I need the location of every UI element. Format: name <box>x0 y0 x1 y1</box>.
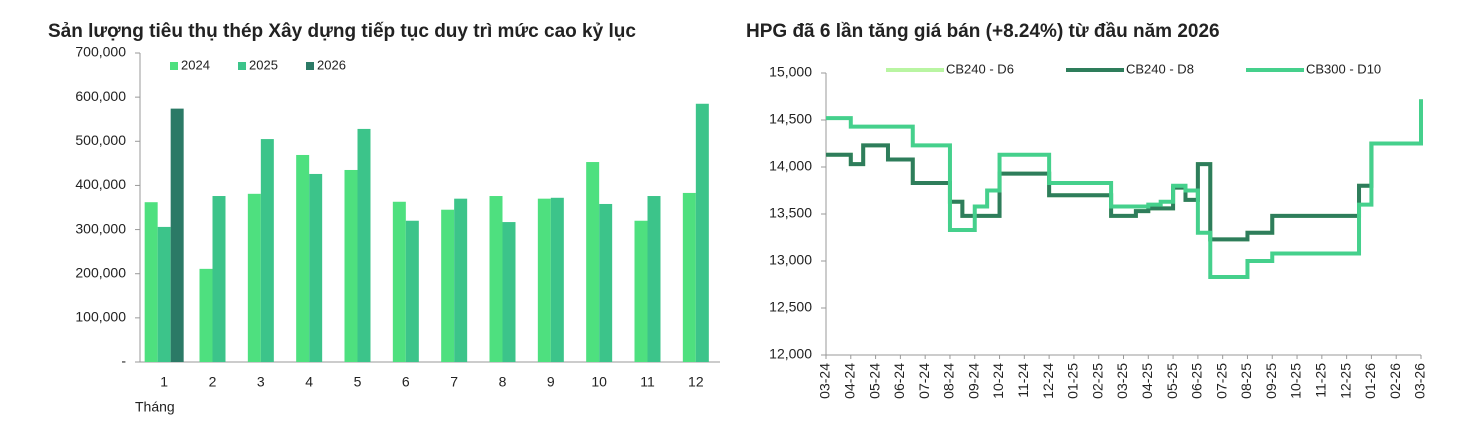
legend-label: 2025 <box>249 57 278 72</box>
x-tick-label: 06-25 <box>1189 363 1205 399</box>
bar <box>441 209 455 362</box>
bar <box>647 196 661 362</box>
bar <box>695 103 709 362</box>
x-tick-label: 02-25 <box>1089 363 1105 399</box>
legend-swatch <box>306 62 314 70</box>
x-tick-label: 6 <box>402 374 410 390</box>
x-tick-label: 11-24 <box>1015 363 1031 398</box>
bar <box>260 139 274 362</box>
x-tick-label: 03-25 <box>1114 363 1130 399</box>
x-tick-label: 08-25 <box>1238 363 1254 399</box>
bar <box>392 201 406 362</box>
legend-label: CB300 - D10 <box>1306 61 1381 76</box>
chart-title: HPG đã 6 lần tăng giá bán (+8.24%) từ đầ… <box>746 21 1220 42</box>
x-tick-label: 10-24 <box>990 363 1006 399</box>
x-tick-label: 10 <box>591 374 607 390</box>
legend-label: 2026 <box>317 57 346 72</box>
y-tick-label: 400,000 <box>75 176 126 192</box>
y-tick-label: - <box>121 353 126 369</box>
y-tick-label: 14,500 <box>769 111 812 127</box>
x-tick-label: 04-25 <box>1139 363 1155 399</box>
legend-swatch <box>170 62 178 70</box>
y-tick-label: 13,500 <box>769 205 812 221</box>
x-tick-label: 05-25 <box>1164 363 1180 399</box>
x-tick-label: 02-26 <box>1387 363 1403 399</box>
x-tick-label: 3 <box>257 374 265 390</box>
bar <box>405 220 419 362</box>
x-tick-label: 07-25 <box>1213 363 1229 399</box>
x-tick-label: 06-24 <box>891 363 907 399</box>
bar <box>157 226 171 362</box>
x-tick-label: 01-26 <box>1362 363 1378 399</box>
legend-swatch <box>238 62 246 70</box>
bar <box>489 196 503 362</box>
x-axis-label: Tháng <box>135 399 175 415</box>
x-tick-label: 1 <box>160 374 168 390</box>
x-tick-label: 01-25 <box>1065 363 1081 399</box>
x-tick-label: 03-26 <box>1412 363 1428 399</box>
bar <box>247 193 261 362</box>
y-tick-label: 12,500 <box>769 299 812 315</box>
x-tick-label: 5 <box>354 374 362 390</box>
legend-label: 2024 <box>181 57 210 72</box>
x-tick-label: 9 <box>547 374 555 390</box>
x-tick-label: 8 <box>499 374 507 390</box>
bar <box>170 108 184 363</box>
x-tick-label: 11-25 <box>1313 363 1329 398</box>
bar <box>599 203 613 362</box>
x-tick-label: 09-24 <box>965 363 981 399</box>
bar <box>199 268 213 362</box>
x-tick-label: 12 <box>688 374 704 390</box>
bar <box>309 173 323 362</box>
bar <box>634 220 648 362</box>
line <box>826 99 1423 242</box>
x-tick-label: 09-25 <box>1263 363 1279 399</box>
x-tick-label: 04-24 <box>841 363 857 399</box>
bar <box>212 196 226 362</box>
y-tick-label: 15,000 <box>769 64 812 80</box>
bar <box>144 202 158 362</box>
chart-title: Sản lượng tiêu thụ thép Xây dựng tiếp tụ… <box>48 21 636 42</box>
y-tick-label: 500,000 <box>75 132 126 148</box>
x-tick-label: 07-24 <box>916 363 932 399</box>
y-tick-label: 600,000 <box>75 88 126 104</box>
bar <box>682 192 696 362</box>
x-tick-label: 08-24 <box>941 363 957 399</box>
line <box>826 99 1423 279</box>
bar <box>344 169 358 362</box>
legend-label: CB240 - D8 <box>1126 61 1194 76</box>
x-tick-label: 03-24 <box>817 363 833 399</box>
bar <box>357 128 371 362</box>
line <box>826 99 1423 242</box>
x-tick-label: 4 <box>305 374 313 390</box>
x-tick-label: 12-24 <box>1040 363 1056 399</box>
bar <box>454 198 468 362</box>
x-tick-label: 2 <box>209 374 217 390</box>
bar <box>537 198 551 362</box>
bar <box>550 197 564 362</box>
y-tick-label: 100,000 <box>75 309 126 325</box>
x-tick-label: 11 <box>640 374 655 390</box>
y-tick-label: 300,000 <box>75 220 126 236</box>
bar <box>502 222 516 362</box>
x-tick-label: 7 <box>450 374 458 390</box>
bar <box>296 154 310 362</box>
y-tick-label: 200,000 <box>75 264 126 280</box>
bar <box>586 162 600 362</box>
y-tick-label: 12,000 <box>769 346 812 362</box>
x-tick-label: 12-25 <box>1337 363 1353 399</box>
y-tick-label: 14,000 <box>769 158 812 174</box>
y-tick-label: 13,000 <box>769 252 812 268</box>
legend-label: CB240 - D6 <box>946 61 1014 76</box>
x-tick-label: 10-25 <box>1288 363 1304 399</box>
x-tick-label: 05-24 <box>866 363 882 399</box>
y-tick-label: 700,000 <box>75 44 126 60</box>
